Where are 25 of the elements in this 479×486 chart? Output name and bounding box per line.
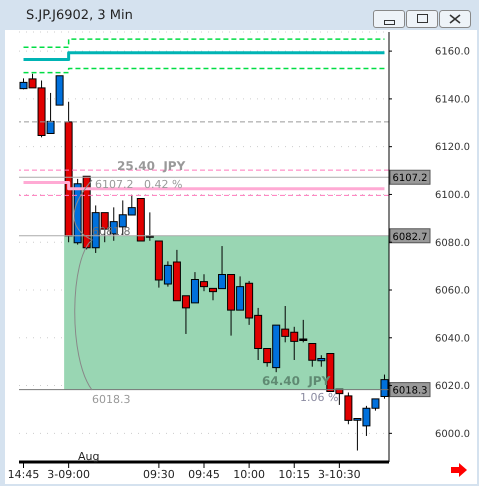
ref-line-label: 6018.3 [392, 386, 428, 397]
x-tick-label: 10:00 [233, 468, 265, 481]
y-tick-label: 6020.0 [435, 381, 470, 392]
x-tick-label: 14:45 [8, 468, 40, 481]
x-tick-label: 3-09:00 [47, 468, 90, 481]
x-tick-label: 10:15 [278, 468, 310, 481]
y-tick-label: 6120.0 [435, 142, 470, 154]
annotation: 6018.3 [92, 393, 130, 406]
y-tick-label: 6160.0 [435, 46, 470, 58]
y-tick-label: 6000.0 [435, 428, 470, 440]
annotation: 1.06 % [300, 390, 338, 404]
annotation: Aug [78, 450, 100, 463]
y-tick-label: 6140.0 [435, 94, 470, 106]
chart-title: S.JP.J6902, 3 Min [26, 8, 133, 23]
y-tick-label: 6080.0 [435, 238, 470, 249]
ref-line-label: 6082.7 [392, 232, 428, 243]
x-tick-label: 09:30 [143, 468, 175, 481]
x-tick-label: 09:45 [188, 468, 220, 481]
ref-line-label: 6107.2 [392, 173, 428, 184]
y-tick-label: 6060.0 [435, 286, 470, 297]
y-tick-label: 6040.0 [435, 333, 470, 344]
annotation: 25.40 JPY [117, 159, 186, 173]
annotation: 6081.8 [92, 225, 130, 238]
x-tick-label: 3-10:30 [318, 468, 361, 481]
y-tick-label: 6100.0 [435, 190, 470, 201]
